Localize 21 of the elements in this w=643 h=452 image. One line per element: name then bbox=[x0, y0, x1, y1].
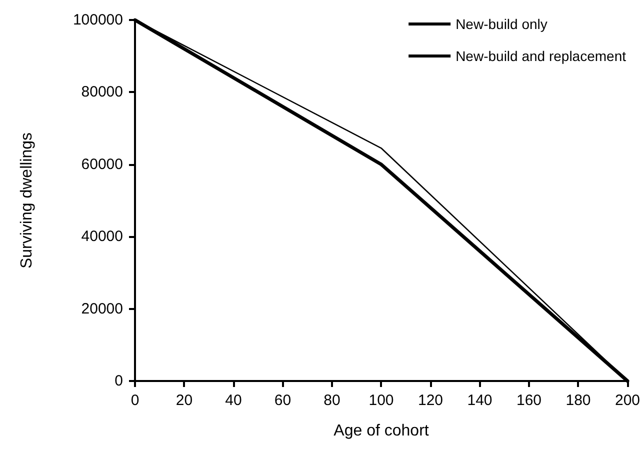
x-tick-label: 160 bbox=[516, 392, 542, 409]
y-tick-label: 20000 bbox=[81, 300, 123, 318]
y-tick-label: 40000 bbox=[81, 228, 123, 246]
x-tick-label: 200 bbox=[614, 392, 640, 409]
x-tick-label: 80 bbox=[324, 392, 340, 409]
y-tick-label: 0 bbox=[114, 372, 123, 390]
x-tick-label: 120 bbox=[418, 392, 444, 409]
x-tick-label: 60 bbox=[274, 392, 292, 409]
x-axis-title: Age of cohort bbox=[334, 422, 430, 440]
x-tick-label: 180 bbox=[566, 392, 591, 409]
y-tick-label: 100000 bbox=[72, 12, 123, 28]
y-axis-title: Surviving dwellings bbox=[18, 132, 36, 269]
x-tick-label: 20 bbox=[176, 392, 193, 409]
x-tick-label: 0 bbox=[130, 392, 140, 409]
x-tick-label: 100 bbox=[368, 392, 394, 409]
legend-label: New-build only bbox=[456, 16, 548, 32]
x-tick-label: 40 bbox=[225, 392, 242, 409]
y-tick-label: 60000 bbox=[81, 156, 123, 173]
y-tick-label: 80000 bbox=[81, 84, 123, 101]
legend-label: New-build and replacement bbox=[456, 48, 626, 64]
x-tick-label: 140 bbox=[467, 392, 492, 409]
